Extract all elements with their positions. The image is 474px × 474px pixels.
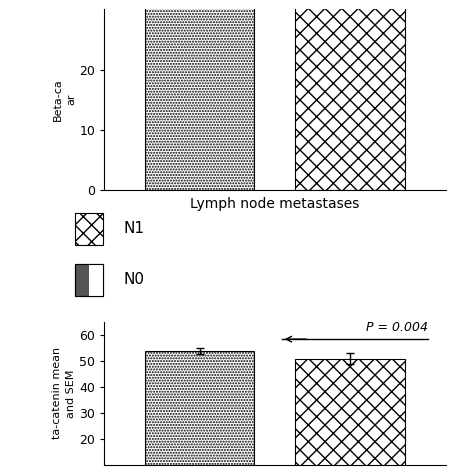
Bar [145,0,255,190]
Bar [295,358,405,474]
Bar [295,0,405,190]
Y-axis label: Beta-ca
ar: Beta-ca ar [53,78,77,121]
Text: ( c ): ( c ) [222,322,252,337]
Bar [75,213,102,245]
Text: N1: N1 [124,221,145,236]
Y-axis label: ta-catenin mean
and SEM: ta-catenin mean and SEM [53,347,76,439]
X-axis label: Lymph node metastases: Lymph node metastases [190,197,360,210]
Bar [145,351,255,474]
Bar [89,264,102,296]
Bar [75,264,102,296]
Text: P = 0.004: P = 0.004 [366,321,428,334]
Text: N0: N0 [124,273,145,287]
Bar [75,264,102,296]
